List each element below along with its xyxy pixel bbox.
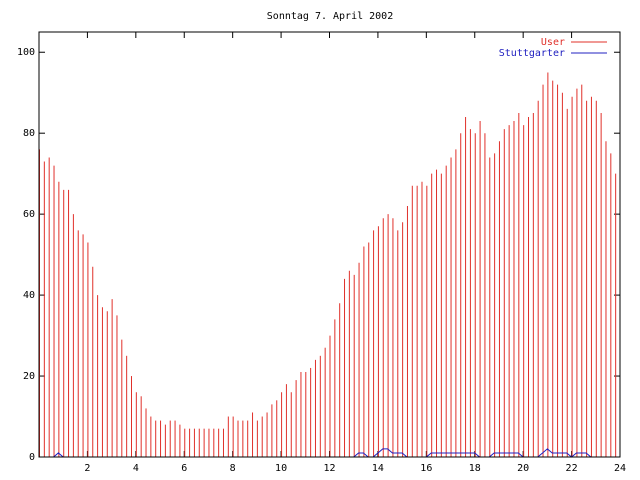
y-tick-label: 60 bbox=[23, 209, 35, 220]
y-tick-label: 40 bbox=[23, 290, 35, 301]
x-tick-label: 16 bbox=[420, 463, 432, 474]
x-tick-label: 14 bbox=[372, 463, 384, 474]
x-tick-label: 12 bbox=[323, 463, 335, 474]
x-tick-label: 8 bbox=[230, 463, 236, 474]
legend-label: User bbox=[541, 37, 565, 48]
y-tick-label: 100 bbox=[17, 47, 35, 58]
x-tick-label: 20 bbox=[517, 463, 529, 474]
x-tick-label: 4 bbox=[133, 463, 139, 474]
x-tick-label: 6 bbox=[181, 463, 187, 474]
x-tick-label: 2 bbox=[84, 463, 90, 474]
y-tick-label: 20 bbox=[23, 371, 35, 382]
y-tick-label: 0 bbox=[29, 452, 35, 463]
legend-label: Stuttgarter bbox=[499, 48, 565, 59]
y-tick-label: 80 bbox=[23, 128, 35, 139]
chart-title: Sonntag 7. April 2002 bbox=[267, 11, 393, 22]
x-tick-label: 18 bbox=[469, 463, 481, 474]
x-tick-label: 22 bbox=[566, 463, 578, 474]
plot-border bbox=[38, 31, 621, 458]
x-tick-label: 24 bbox=[614, 463, 626, 474]
x-tick-label: 10 bbox=[275, 463, 287, 474]
